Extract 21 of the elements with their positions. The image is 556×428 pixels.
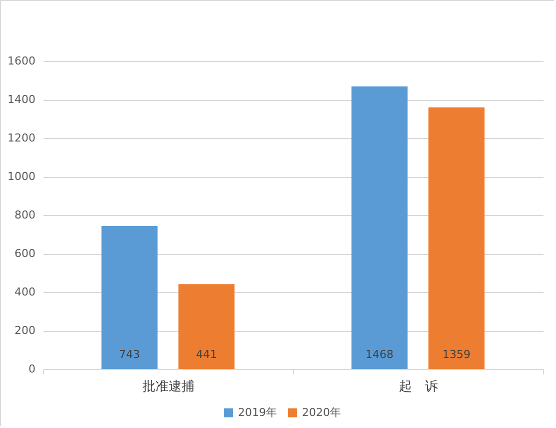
data-label: 1359 xyxy=(442,348,470,361)
y-tick-label: 200 xyxy=(14,324,36,337)
data-label: 743 xyxy=(119,348,140,361)
y-tick-label: 1000 xyxy=(8,170,36,183)
y-tick-label: 1600 xyxy=(8,54,36,68)
x-tick-label: 批准逮捕 xyxy=(142,380,194,394)
bar xyxy=(101,226,158,369)
y-tick-label: 400 xyxy=(14,286,36,298)
x-tick-label: 起 诉 xyxy=(399,380,438,394)
data-label: 1468 xyxy=(366,348,394,361)
legend-label: 2019年 xyxy=(238,406,277,419)
y-tick-label: 800 xyxy=(14,208,36,222)
y-tick-label: 1200 xyxy=(8,132,36,144)
bar xyxy=(178,284,235,369)
data-label: 441 xyxy=(196,348,217,361)
y-tick-label: 1400 xyxy=(8,93,36,106)
y-tick-label: 600 xyxy=(14,247,36,260)
y-tick-label: 0 xyxy=(28,362,36,376)
bar xyxy=(428,107,485,369)
bar xyxy=(351,86,408,369)
legend-label: 2020年 xyxy=(302,406,341,419)
